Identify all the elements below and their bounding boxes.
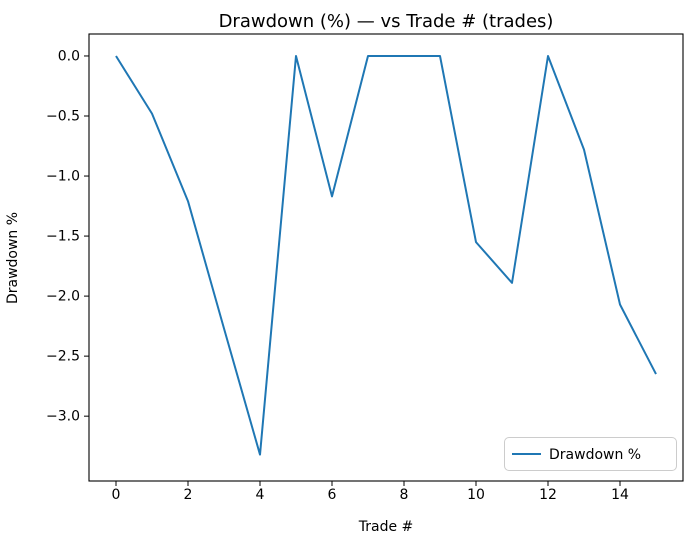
legend-entry-label: Drawdown % [549, 447, 641, 463]
y-tick-label: −0.5 [46, 109, 80, 125]
x-tick-label: 6 [328, 487, 337, 503]
x-tick-label: 2 [184, 487, 193, 503]
x-tick-label: 4 [256, 487, 265, 503]
legend-box [504, 437, 677, 471]
x-tick-label: 12 [539, 487, 557, 503]
y-tick-label: −2.5 [46, 349, 80, 365]
x-tick-label: 0 [112, 487, 121, 503]
y-tick-label: −2.0 [46, 289, 80, 305]
chart-title: Drawdown (%) — vs Trade # (trades) [219, 11, 554, 32]
y-tick-label: −1.5 [46, 229, 80, 245]
x-tick-label: 10 [467, 487, 485, 503]
legend: Drawdown % [504, 437, 677, 471]
x-tick-label: 14 [611, 487, 629, 503]
x-axis-ticks: 0 2 4 6 8 10 12 14 [112, 481, 629, 503]
y-tick-label: −3.0 [46, 409, 80, 425]
y-axis-ticks: 0.0 −0.5 −1.0 −1.5 −2.0 −2.5 −3.0 [46, 48, 89, 425]
drawdown-series-line [115, 55, 657, 456]
y-tick-label: −1.0 [46, 169, 80, 185]
plot-area [88, 33, 684, 482]
x-axis-label: Trade # [358, 519, 414, 535]
x-tick-label: 8 [400, 487, 409, 503]
y-tick-label: 0.0 [58, 48, 80, 64]
y-axis-label: Drawdown % [5, 212, 21, 304]
